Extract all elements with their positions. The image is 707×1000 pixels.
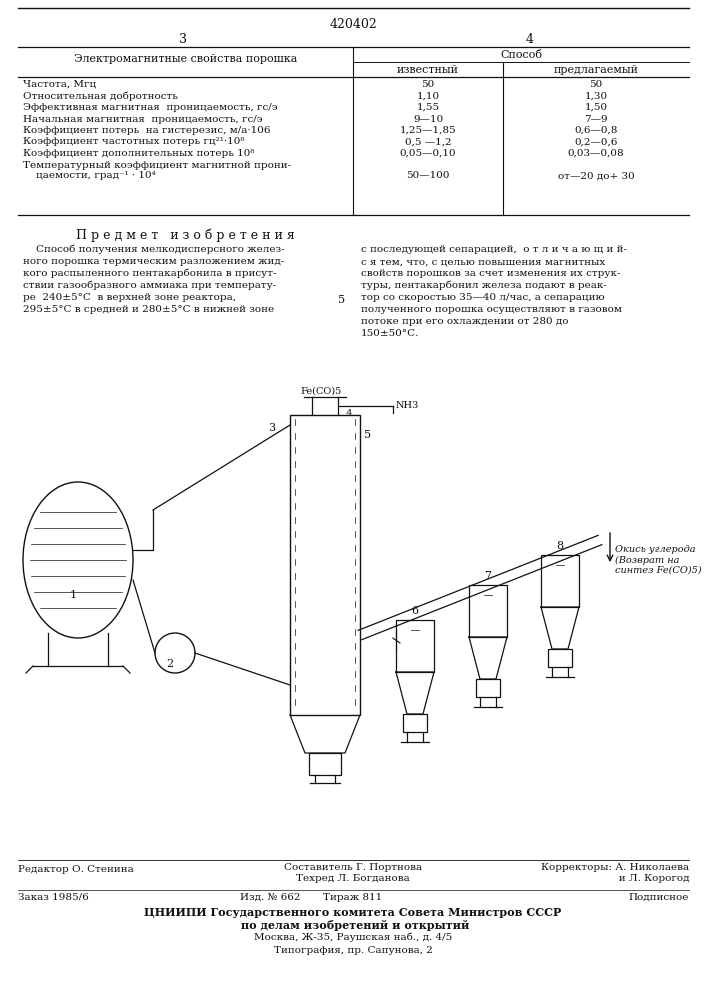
Text: 2: 2 <box>166 659 173 669</box>
Text: Электромагнитные свойства порошка: Электромагнитные свойства порошка <box>74 54 297 64</box>
Text: 1,30: 1,30 <box>585 92 607 101</box>
Bar <box>396 620 434 672</box>
Text: 50: 50 <box>421 80 435 89</box>
Text: Подписное: Подписное <box>629 893 689 902</box>
Text: Редактор О. Стенина: Редактор О. Стенина <box>18 865 134 874</box>
Text: Заказ 1985/6: Заказ 1985/6 <box>18 893 89 902</box>
Text: известный: известный <box>397 65 459 75</box>
Text: 0,05—0,10: 0,05—0,10 <box>399 149 456 158</box>
Bar <box>548 649 572 667</box>
Text: 0,5 —1,2: 0,5 —1,2 <box>404 137 451 146</box>
Text: Коэффициент частотных потерь гц²¹·10⁸: Коэффициент частотных потерь гц²¹·10⁸ <box>23 137 245 146</box>
Text: 8: 8 <box>556 541 563 551</box>
Ellipse shape <box>23 482 133 638</box>
Text: кого распыленного пентакарбонила в присут-: кого распыленного пентакарбонила в прису… <box>23 269 276 278</box>
Text: цаемости, град⁻¹ · 10⁴: цаемости, град⁻¹ · 10⁴ <box>23 172 156 180</box>
Text: Составитель Г. Портнова: Составитель Г. Портнова <box>284 863 422 872</box>
Text: 1,55: 1,55 <box>416 103 440 112</box>
Text: Техред Л. Богданова: Техред Л. Богданова <box>296 874 410 883</box>
Text: 3: 3 <box>268 423 275 433</box>
Bar <box>309 753 341 775</box>
Text: 7—9: 7—9 <box>584 114 608 123</box>
Text: Москва, Ж-35, Раушская наб., д. 4/5: Москва, Ж-35, Раушская наб., д. 4/5 <box>254 933 452 942</box>
Text: NH3: NH3 <box>396 401 419 410</box>
Text: 1,10: 1,10 <box>416 92 440 101</box>
Text: Температурный коэффициент магнитной прони-: Температурный коэффициент магнитной прон… <box>23 160 291 169</box>
Text: от—20 до+ 30: от—20 до+ 30 <box>558 172 634 180</box>
Text: Корректоры: А. Николаева: Корректоры: А. Николаева <box>541 863 689 872</box>
Text: 0,6—0,8: 0,6—0,8 <box>574 126 618 135</box>
Text: 1,50: 1,50 <box>585 103 607 112</box>
Text: Изд. № 662: Изд. № 662 <box>240 893 300 902</box>
Text: с последующей сепарацией,  о т л и ч а ю щ и й-: с последующей сепарацией, о т л и ч а ю … <box>361 245 627 254</box>
Text: Эффективная магнитная  проницаемость, гс/э: Эффективная магнитная проницаемость, гс/… <box>23 103 278 112</box>
Bar <box>403 714 427 732</box>
Text: 6: 6 <box>411 606 418 616</box>
Text: Начальная магнитная  проницаемость, гс/э: Начальная магнитная проницаемость, гс/э <box>23 114 262 123</box>
Text: Частота, Мгц: Частота, Мгц <box>23 80 96 89</box>
Text: 150±50°С.: 150±50°С. <box>361 329 419 338</box>
Text: 4: 4 <box>526 33 534 46</box>
Text: 295±5°С в средней и 280±5°С в нижней зоне: 295±5°С в средней и 280±5°С в нижней зон… <box>23 305 274 314</box>
Text: ЦНИИПИ Государственного комитета Совета Министров СССР: ЦНИИПИ Государственного комитета Совета … <box>144 907 561 918</box>
Text: Тираж 811: Тираж 811 <box>323 893 382 902</box>
Text: 0,2—0,6: 0,2—0,6 <box>574 137 618 146</box>
Bar <box>541 555 579 607</box>
Text: Способ: Способ <box>500 50 542 60</box>
Text: П р е д м е т   и з о б р е т е н и я: П р е д м е т и з о б р е т е н и я <box>76 228 295 241</box>
Text: свойств порошков за счет изменения их струк-: свойств порошков за счет изменения их ст… <box>361 269 621 278</box>
Text: 4: 4 <box>346 409 353 418</box>
Bar <box>290 415 360 715</box>
Text: ствии газообразного аммиака при температу-: ствии газообразного аммиака при температ… <box>23 281 276 290</box>
Text: Коэффициент потерь  на гистерезис, м/а·106: Коэффициент потерь на гистерезис, м/а·10… <box>23 126 271 135</box>
Text: Окись углерода
(Возврат на
синтез Fe(CO)5): Окись углерода (Возврат на синтез Fe(CO)… <box>615 545 701 575</box>
Text: 5: 5 <box>364 430 371 440</box>
Text: 7: 7 <box>484 571 491 581</box>
Text: 50—100: 50—100 <box>407 172 450 180</box>
Text: по делам изобретений и открытий: по делам изобретений и открытий <box>237 920 469 931</box>
Text: тор со скоростью 35—40 л/час, а сепарацию: тор со скоростью 35—40 л/час, а сепараци… <box>361 293 604 302</box>
Text: Типография, пр. Сапунова, 2: Типография, пр. Сапунова, 2 <box>274 946 433 955</box>
Text: 1: 1 <box>70 590 77 600</box>
Text: Способ получения мелкодисперсного желез-: Способ получения мелкодисперсного желез- <box>23 245 285 254</box>
Text: 3: 3 <box>179 33 187 46</box>
Text: 1,25—1,85: 1,25—1,85 <box>399 126 456 135</box>
Text: 9—10: 9—10 <box>413 114 443 123</box>
Text: с я тем, что, с целью повышения магнитных: с я тем, что, с целью повышения магнитны… <box>361 257 605 266</box>
Text: Относительная добротность: Относительная добротность <box>23 92 178 101</box>
Circle shape <box>155 633 195 673</box>
Text: и Л. Корогод: и Л. Корогод <box>570 874 689 883</box>
Text: туры, пентакарбонил железа подают в реак-: туры, пентакарбонил железа подают в реак… <box>361 281 607 290</box>
Text: Fe(CO)5: Fe(CO)5 <box>300 387 341 396</box>
Bar <box>476 679 500 697</box>
Text: 420402: 420402 <box>329 18 377 31</box>
Text: 50: 50 <box>590 80 602 89</box>
Text: потоке при его охлаждении от 280 до: потоке при его охлаждении от 280 до <box>361 317 568 326</box>
Text: Коэффициент дополнительных потерь 10⁸: Коэффициент дополнительных потерь 10⁸ <box>23 149 255 158</box>
Text: ного порошка термическим разложением жид-: ного порошка термическим разложением жид… <box>23 257 284 266</box>
Text: 5: 5 <box>338 295 345 305</box>
Text: полученного порошка осуществляют в газовом: полученного порошка осуществляют в газов… <box>361 305 622 314</box>
Text: предлагаемый: предлагаемый <box>554 65 638 75</box>
Text: ре  240±5°С  в верхней зоне реактора,: ре 240±5°С в верхней зоне реактора, <box>23 293 236 302</box>
Text: 0,03—0,08: 0,03—0,08 <box>568 149 624 158</box>
Bar <box>469 585 507 637</box>
